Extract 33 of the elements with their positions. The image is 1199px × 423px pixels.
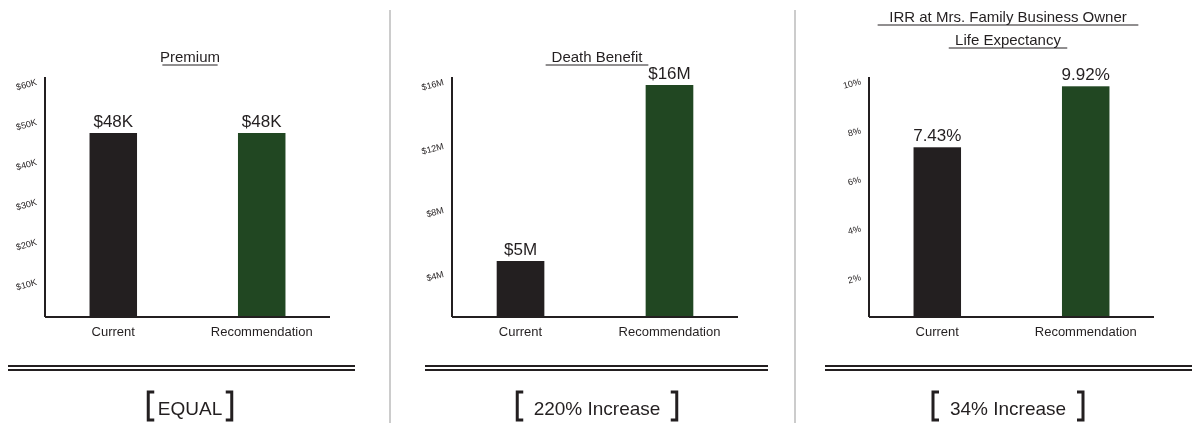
data-label: 7.43% xyxy=(913,126,962,146)
data-label: 9.92% xyxy=(1061,65,1110,85)
text: 34% Increase xyxy=(949,398,1067,419)
data-label: $48K xyxy=(241,112,283,131)
text: 220% Increase xyxy=(533,398,661,419)
x-tick-label: Current xyxy=(498,324,543,339)
x-tick-label: Recommendation xyxy=(1034,324,1137,339)
chart-title: IRR at Mrs. Family Business Owner Life Expectancy xyxy=(889,8,1127,48)
y-tick-label: $40K xyxy=(14,157,38,173)
x-tick-label: Recommendation xyxy=(210,324,313,339)
chart-title: Premium xyxy=(159,48,221,65)
data-label: $16M xyxy=(648,64,691,83)
y-tick-label: $10K xyxy=(14,277,38,293)
y-tick-label: $8M xyxy=(425,205,445,220)
y-tick-label: 4% xyxy=(846,223,862,237)
data-label: $5M xyxy=(503,240,538,259)
data-label: $48K xyxy=(93,112,134,131)
y-tick-label: $20K xyxy=(14,237,38,253)
chart-title: Death Benefit xyxy=(551,48,644,65)
y-tick-label: 10% xyxy=(841,76,862,91)
y-tick-label: $60K xyxy=(14,77,38,93)
x-tick-label: Recommendation xyxy=(618,324,721,339)
y-tick-label: $16M xyxy=(420,77,445,93)
text: EQUAL xyxy=(157,398,223,419)
y-tick-label: 6% xyxy=(846,174,862,188)
y-tick-label: 8% xyxy=(846,125,862,139)
x-tick-label: Current xyxy=(91,324,136,339)
y-tick-label: $50K xyxy=(14,117,38,133)
y-tick-label: $12M xyxy=(420,141,445,157)
y-tick-label: $30K xyxy=(14,197,38,213)
y-tick-label: 2% xyxy=(846,272,862,286)
y-tick-label: $4M xyxy=(425,269,445,284)
x-tick-label: Current xyxy=(915,324,960,339)
